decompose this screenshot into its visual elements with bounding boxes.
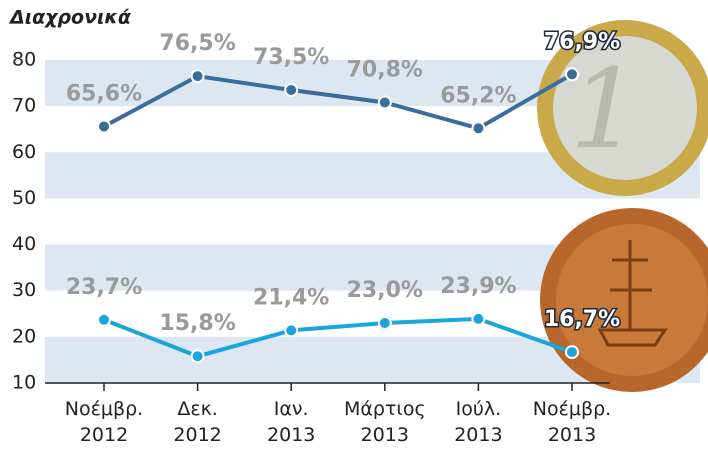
x-tick-label: Μάρτιος 2013: [344, 398, 426, 446]
euro-coin: 1: [537, 20, 708, 196]
point: [284, 82, 299, 97]
y-tick-label: 70: [12, 95, 36, 117]
x-tick-label-line: 2013: [454, 424, 502, 446]
value-label: 76,9%: [544, 29, 620, 54]
y-tick-label: 80: [12, 49, 36, 71]
x-tick-label: Ιούλ. 2013: [454, 398, 502, 446]
point: [284, 323, 299, 338]
point: [377, 316, 392, 331]
series-line: [103, 72, 573, 131]
x-tick-label-line: 2013: [548, 424, 596, 446]
x-tick-label-line: 2012: [173, 424, 221, 446]
drachma-coin: [540, 208, 708, 392]
x-tick-label-line: Μάρτιος: [344, 398, 426, 420]
y-tick-label: 30: [12, 279, 36, 301]
chart-title: Διαχρονικά: [8, 7, 132, 29]
y-tick-label: 40: [12, 233, 36, 255]
x-tick-label: Νοέμβρ. 2012: [65, 398, 143, 446]
x-tick-label-line: 2013: [361, 424, 409, 446]
x-tick-label-line: 2012: [80, 424, 128, 446]
point: [190, 349, 205, 364]
x-tick-label-line: Δεκ.: [177, 398, 218, 420]
y-tick-label: 10: [12, 372, 36, 394]
point: [97, 119, 111, 134]
point: [565, 67, 579, 82]
y-tick-label: 20: [12, 325, 36, 347]
value-label: 23,9%: [440, 274, 516, 299]
value-label: 16,7%: [544, 307, 620, 332]
value-label: 15,8%: [159, 311, 235, 336]
point: [97, 312, 111, 327]
point: [471, 311, 486, 326]
value-label: 73,5%: [253, 45, 329, 70]
x-tick-label-line: Ιούλ.: [456, 398, 502, 420]
value-label: 76,5%: [159, 31, 235, 56]
x-tick-label-line: Νοέμβρ.: [533, 398, 611, 420]
value-label: 23,7%: [66, 275, 142, 300]
x-tick-label-line: 2013: [267, 424, 315, 446]
value-label: 70,8%: [347, 57, 423, 82]
x-tick-label: Δεκ. 2012: [173, 398, 221, 446]
x-tick-label: Νοέμβρ. 2013: [533, 398, 611, 446]
y-tick-label: 60: [12, 141, 36, 163]
point: [565, 345, 579, 360]
svg-text:1: 1: [570, 45, 640, 173]
y-tick-label: 50: [12, 187, 36, 209]
value-label: 65,6%: [66, 81, 142, 106]
x-tick-label: Ιαν. 2013: [267, 398, 315, 446]
point: [377, 95, 392, 110]
x-tick-label-line: Ιαν.: [274, 398, 309, 420]
value-label: 21,4%: [253, 285, 329, 310]
point: [471, 121, 486, 136]
value-label: 65,2%: [440, 83, 516, 108]
value-label: 23,0%: [347, 278, 423, 303]
series-line: [103, 316, 573, 359]
x-tick-label-line: Νοέμβρ.: [65, 398, 143, 420]
point: [190, 69, 205, 84]
